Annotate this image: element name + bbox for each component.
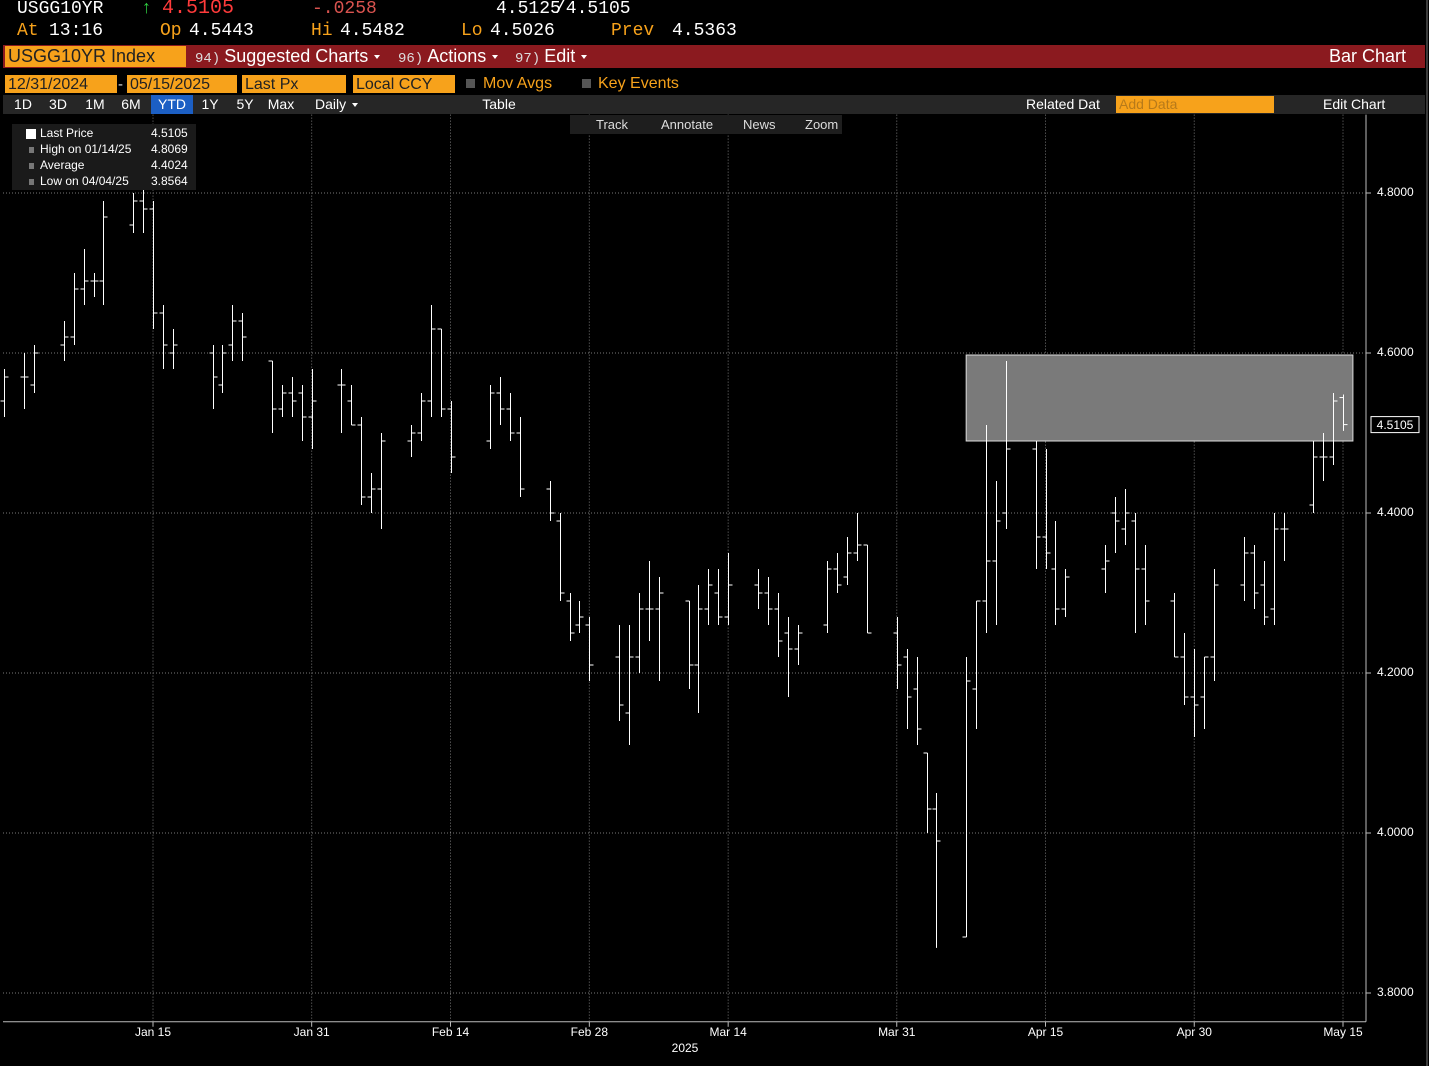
stat-value: 4.5363 bbox=[672, 21, 737, 41]
start-date[interactable]: 12/31/2024 bbox=[5, 75, 117, 93]
x-tick-label: Feb 14 bbox=[432, 1025, 470, 1039]
x-tick-label: Feb 28 bbox=[571, 1025, 609, 1039]
x-tick-label: Apr 15 bbox=[1028, 1025, 1064, 1039]
field[interactable]: Last Px bbox=[242, 75, 346, 93]
toggle[interactable]: Key Events bbox=[598, 75, 679, 92]
legend-label: Average bbox=[40, 158, 85, 172]
edit-chart-button[interactable]: Edit Chart bbox=[1323, 96, 1386, 112]
chart-tool[interactable]: Zoom bbox=[805, 117, 839, 132]
menu-number: 94) bbox=[195, 51, 221, 67]
y-tick-label: 4.4000 bbox=[1377, 505, 1414, 519]
shaded-region bbox=[965, 354, 1354, 442]
y-tick-label: 4.6000 bbox=[1377, 345, 1414, 359]
last-price: 4.5105 bbox=[162, 0, 235, 20]
menu-number: 97) bbox=[515, 51, 541, 67]
legend-symbol bbox=[29, 147, 34, 153]
caret bbox=[374, 55, 381, 60]
legend-value: 4.5105 bbox=[151, 126, 188, 140]
legend-label: Last Price bbox=[40, 126, 94, 140]
stat-value: 4.5026 bbox=[490, 21, 555, 41]
legend-value: 4.4024 bbox=[151, 158, 188, 172]
toolbar bbox=[3, 95, 1425, 114]
stat-label: Op bbox=[160, 21, 182, 41]
range-button[interactable]: Max bbox=[267, 96, 295, 112]
stat-label: Prev bbox=[611, 21, 655, 41]
menu-item[interactable]: 94) Suggested Charts bbox=[195, 45, 381, 68]
range-button[interactable]: 6M bbox=[121, 96, 141, 112]
caret bbox=[492, 55, 499, 60]
range-button[interactable]: 3D bbox=[49, 96, 67, 112]
chart-tool[interactable]: News bbox=[743, 117, 776, 132]
menu-number: 96) bbox=[398, 51, 424, 67]
ticker: USGG10YR bbox=[17, 0, 104, 19]
y-tick-label: 4.2000 bbox=[1377, 665, 1414, 679]
direction: ↑ bbox=[141, 0, 152, 19]
legend-label: Low on 04/04/25 bbox=[40, 174, 129, 188]
table-button[interactable]: Table bbox=[482, 96, 516, 112]
chart-toolbar bbox=[570, 115, 842, 134]
period[interactable]: Daily bbox=[315, 95, 373, 114]
checkbox[interactable] bbox=[466, 79, 475, 88]
y-tick-label: 4.8000 bbox=[1377, 185, 1414, 199]
menu-item[interactable]: 97) Edit bbox=[515, 45, 588, 68]
legend-value: 4.8069 bbox=[151, 142, 188, 156]
last-price-tag-label: 4.5105 bbox=[1377, 418, 1414, 432]
stat-value: 4.5443 bbox=[189, 21, 254, 41]
stat-value: 4.5482 bbox=[340, 21, 405, 41]
range-button[interactable]: YTD bbox=[151, 95, 193, 114]
stat-label: At bbox=[17, 21, 39, 41]
range-button[interactable]: 1M bbox=[85, 96, 105, 112]
menu-label: Edit bbox=[544, 46, 576, 66]
caret bbox=[581, 55, 588, 60]
legend-label: High on 01/14/25 bbox=[40, 142, 132, 156]
security[interactable]: USGG10YR Index bbox=[5, 46, 186, 67]
y-tick-label: 3.8000 bbox=[1377, 985, 1414, 999]
legend-symbol bbox=[29, 179, 34, 185]
period-label: Daily bbox=[315, 96, 347, 112]
range-button[interactable]: 5Y bbox=[236, 96, 254, 112]
legend-value: 3.8564 bbox=[151, 174, 188, 188]
ask: /4.5105 bbox=[555, 0, 631, 19]
menu-label: Suggested Charts bbox=[224, 46, 369, 66]
x-axis-year: 2025 bbox=[672, 1041, 699, 1055]
x-tick-label: Mar 31 bbox=[878, 1025, 916, 1039]
x-tick-label: Jan 31 bbox=[294, 1025, 330, 1039]
view-name: Bar Chart bbox=[1328, 46, 1406, 66]
stat-label: Lo bbox=[461, 21, 483, 41]
legend-box bbox=[12, 124, 196, 190]
stat-value: 13:16 bbox=[49, 21, 104, 41]
range-button[interactable]: 1Y bbox=[201, 96, 219, 112]
menu-item[interactable]: 96) Actions bbox=[398, 45, 499, 68]
legend-symbol bbox=[29, 163, 34, 169]
related-button[interactable]: Related Dat bbox=[1026, 96, 1100, 112]
toggle[interactable]: Mov Avgs bbox=[483, 75, 553, 92]
caret bbox=[352, 103, 359, 108]
x-tick-label: Mar 14 bbox=[709, 1025, 747, 1039]
x-tick-label: May 15 bbox=[1323, 1025, 1363, 1039]
x-tick-label: Apr 30 bbox=[1177, 1025, 1213, 1039]
checkbox[interactable] bbox=[582, 79, 591, 88]
date-separator: - bbox=[118, 76, 123, 93]
y-tick-label: 4.0000 bbox=[1377, 825, 1414, 839]
end-date[interactable]: 05/15/2025 bbox=[127, 75, 237, 93]
change: -.0258 bbox=[312, 0, 377, 19]
legend-symbol bbox=[26, 129, 36, 139]
stat-label: Hi bbox=[311, 21, 333, 41]
menu-label: Actions bbox=[427, 46, 487, 66]
x-tick-label: Jan 15 bbox=[135, 1025, 171, 1039]
currency[interactable]: Local CCY bbox=[353, 75, 455, 93]
menu-bar bbox=[3, 45, 1425, 68]
range-button[interactable]: 1D bbox=[14, 96, 32, 112]
chart-tool[interactable]: Annotate bbox=[661, 117, 714, 132]
add-data[interactable]: Add Data bbox=[1116, 96, 1274, 113]
bid: 4.5125 bbox=[496, 0, 561, 19]
chart-tool[interactable]: Track bbox=[596, 117, 629, 132]
last-price-tag bbox=[1370, 416, 1420, 434]
